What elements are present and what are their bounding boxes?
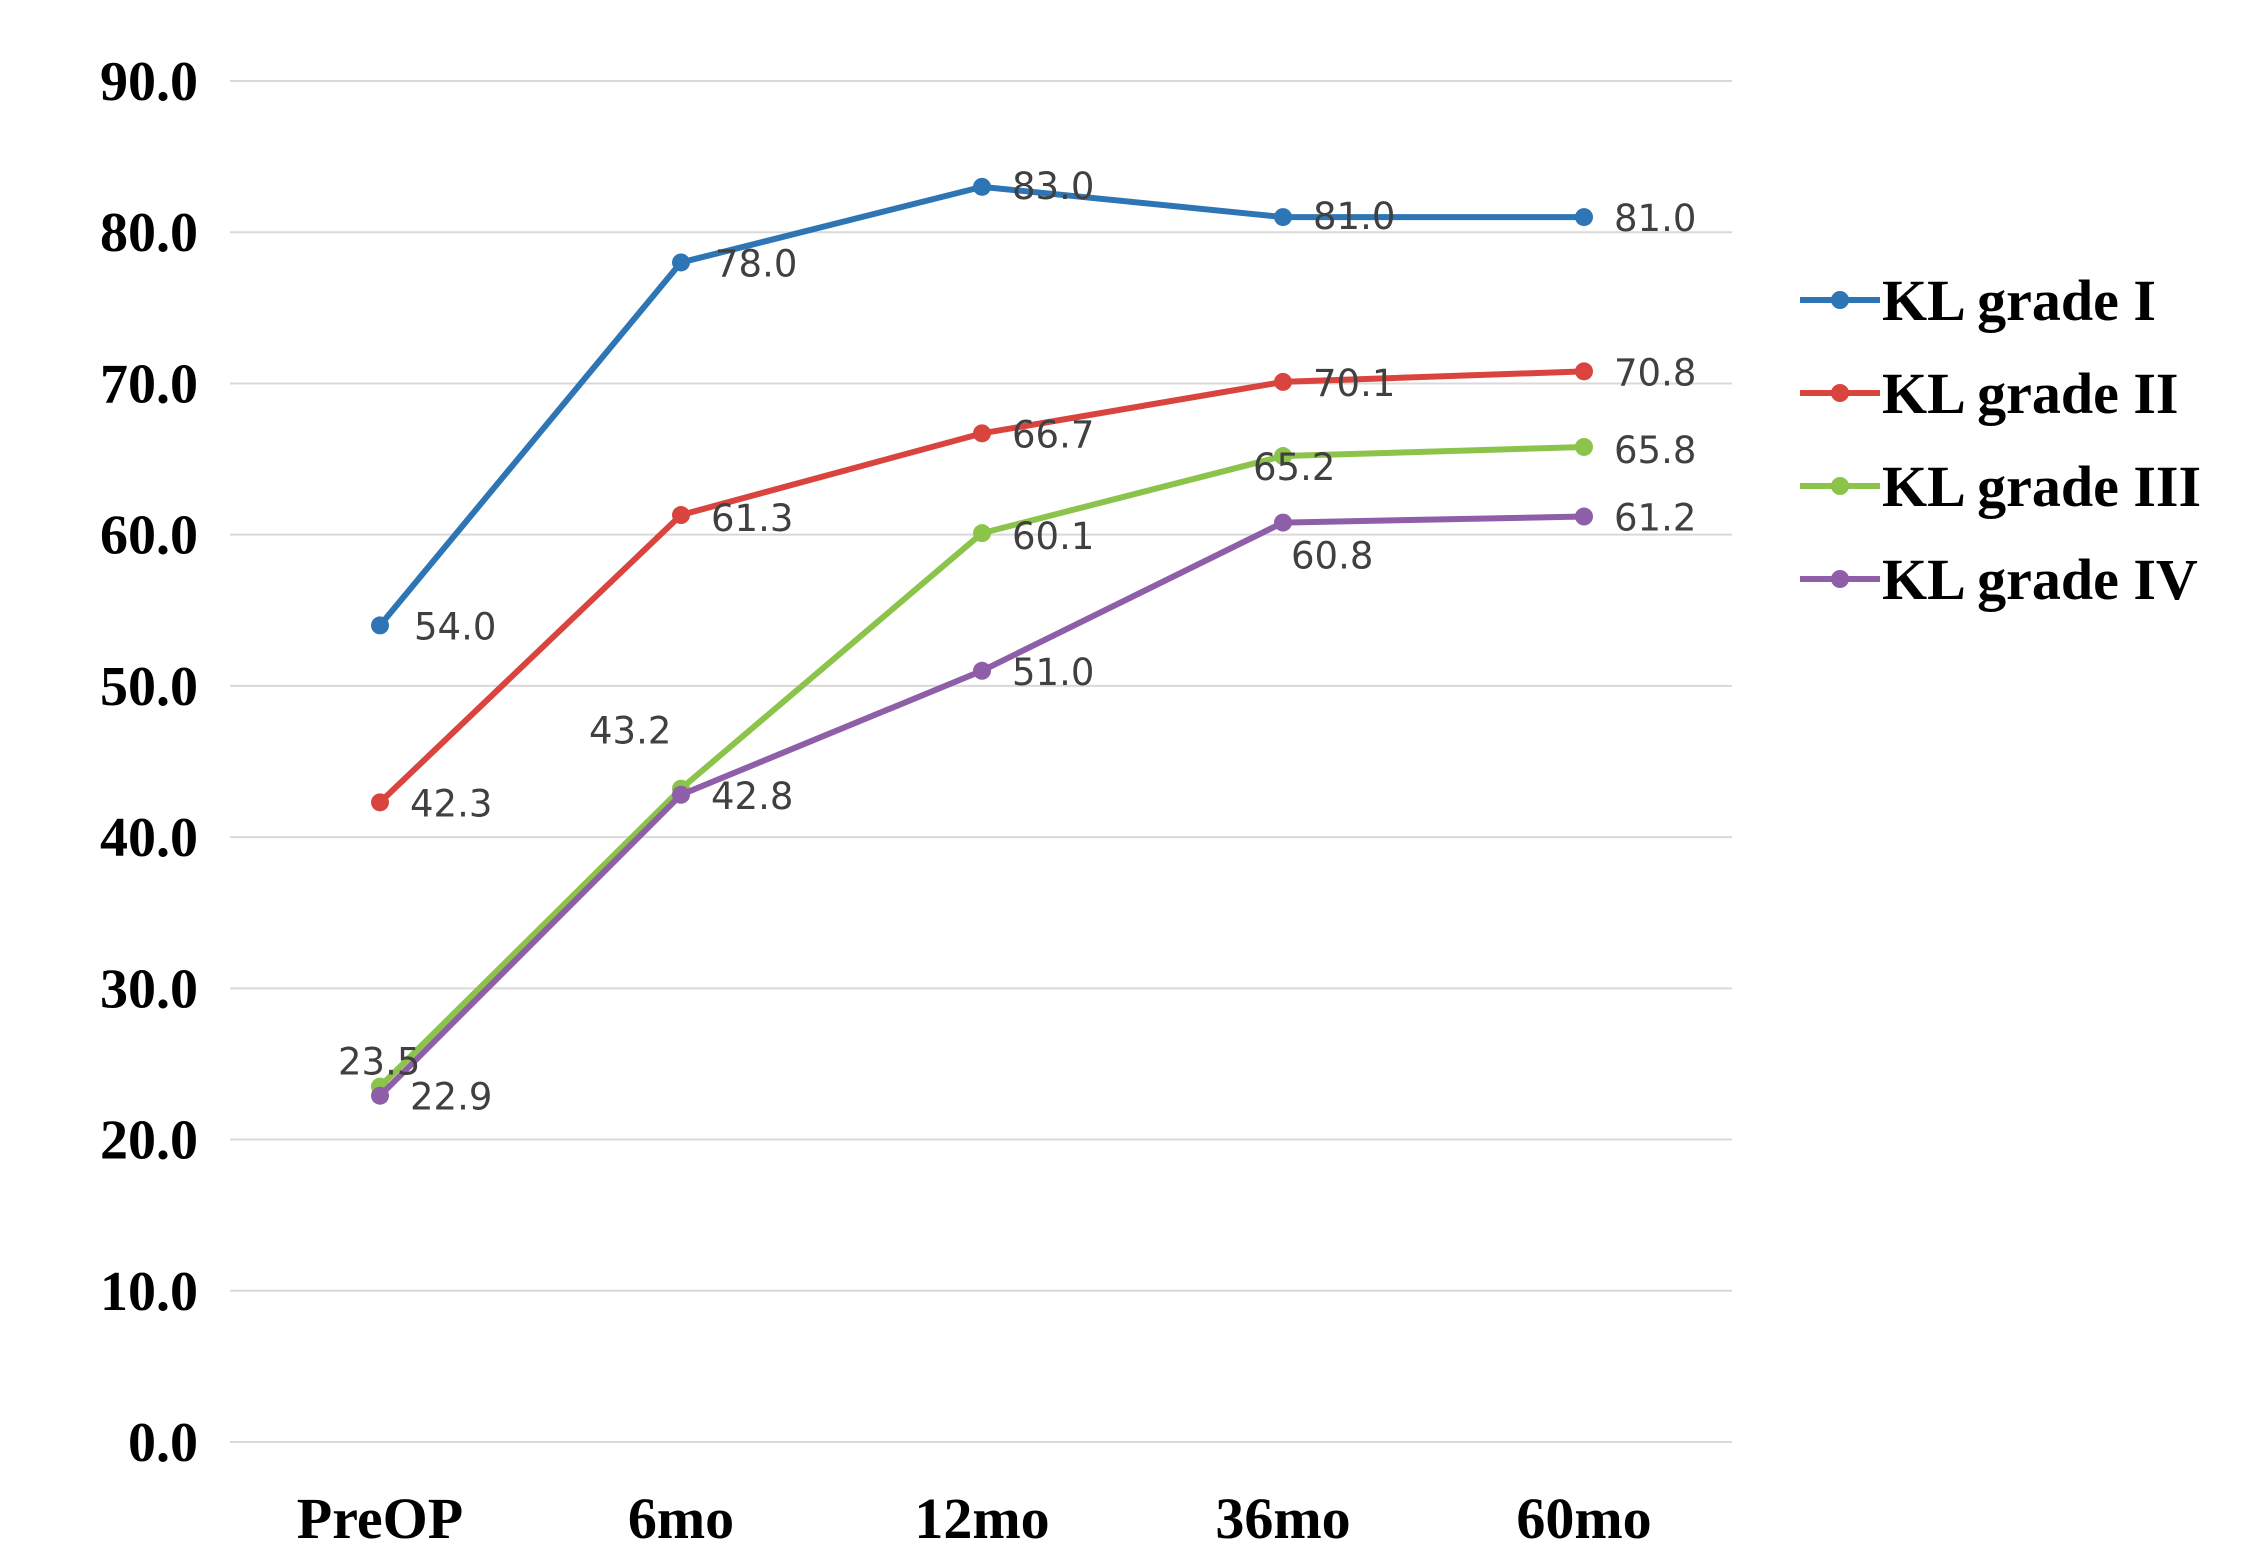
data-label: 60.8 — [1291, 535, 1373, 578]
data-point — [1575, 437, 1593, 456]
data-point — [973, 524, 991, 543]
y-tick-label: 70.0 — [100, 353, 198, 415]
data-point — [1575, 507, 1593, 526]
legend-swatch-marker — [1831, 291, 1849, 309]
legend: KL grade I KL grade II KL grade III KL grad… — [1800, 268, 2201, 612]
y-axis-ticks: 0.0 10.0 20.0 30.0 40.0 50.0 60.0 70.0 80.0 90.0 — [100, 51, 198, 1474]
data-point — [371, 1086, 389, 1105]
x-tick-label: 6mo — [628, 1486, 734, 1551]
data-label: 61.3 — [711, 497, 793, 540]
legend-label: KL grade III — [1882, 454, 2201, 519]
legend-swatch-marker — [1831, 384, 1849, 402]
data-point — [1274, 208, 1292, 227]
data-label: 43.2 — [589, 710, 671, 753]
y-tick-label: 90.0 — [100, 51, 198, 113]
data-point — [371, 616, 389, 635]
series-line — [377, 443, 1587, 1090]
legend-label: KL grade IV — [1882, 547, 2198, 612]
data-point — [1274, 372, 1292, 391]
series-line — [377, 513, 1587, 1099]
data-label: 42.3 — [410, 782, 492, 825]
series-lines — [371, 177, 1593, 1105]
legend-swatch-marker — [1831, 477, 1849, 495]
data-label: 65.8 — [1614, 429, 1696, 472]
data-label: 81.0 — [1614, 197, 1696, 240]
data-point — [973, 661, 991, 680]
data-label: 22.9 — [410, 1076, 492, 1119]
data-point — [1575, 362, 1593, 381]
legend-label: KL grade I — [1882, 268, 2156, 333]
data-label: 83.0 — [1012, 165, 1094, 208]
data-point — [672, 253, 690, 272]
gridlines — [230, 80, 1732, 1443]
data-label: 42.8 — [711, 775, 793, 818]
data-label: 65.2 — [1253, 446, 1335, 489]
y-tick-label: 10.0 — [100, 1261, 198, 1323]
x-tick-label: 12mo — [914, 1486, 1049, 1551]
x-axis-ticks: PreOP 6mo 12mo 36mo 60mo — [297, 1486, 1652, 1551]
data-point — [1575, 208, 1593, 227]
y-tick-label: 80.0 — [100, 202, 198, 264]
data-point — [973, 424, 991, 443]
y-tick-label: 20.0 — [100, 1110, 198, 1172]
y-tick-label: 50.0 — [100, 656, 198, 718]
y-tick-label: 30.0 — [100, 958, 198, 1020]
y-tick-label: 0.0 — [128, 1412, 198, 1474]
data-label: 54.0 — [414, 605, 496, 648]
y-tick-label: 60.0 — [100, 505, 198, 567]
x-tick-label: PreOP — [297, 1486, 463, 1551]
y-tick-label: 40.0 — [100, 807, 198, 869]
data-label: 78.0 — [715, 242, 797, 285]
data-label: 66.7 — [1012, 413, 1094, 456]
data-label: 60.1 — [1012, 515, 1094, 558]
x-tick-label: 60mo — [1516, 1486, 1651, 1551]
data-point — [371, 793, 389, 812]
data-labels: 54.0 78.0 83.0 81.0 81.0 42.3 61.3 66.7 70.1 70.8… — [338, 165, 1696, 1119]
legend-swatch-marker — [1831, 570, 1849, 588]
data-label: 23.5 — [338, 1041, 420, 1084]
data-label: 70.1 — [1313, 362, 1395, 405]
data-point — [1274, 447, 1292, 466]
series-line — [377, 183, 1587, 629]
data-point — [973, 177, 991, 196]
legend-label: KL grade II — [1882, 361, 2179, 426]
data-point — [1274, 513, 1292, 532]
data-label: 81.0 — [1313, 195, 1395, 238]
data-point — [672, 506, 690, 525]
data-label: 51.0 — [1012, 651, 1094, 694]
data-label: 61.2 — [1614, 497, 1696, 540]
x-tick-label: 36mo — [1215, 1486, 1350, 1551]
data-point — [672, 785, 690, 804]
data-label: 70.8 — [1614, 351, 1696, 394]
